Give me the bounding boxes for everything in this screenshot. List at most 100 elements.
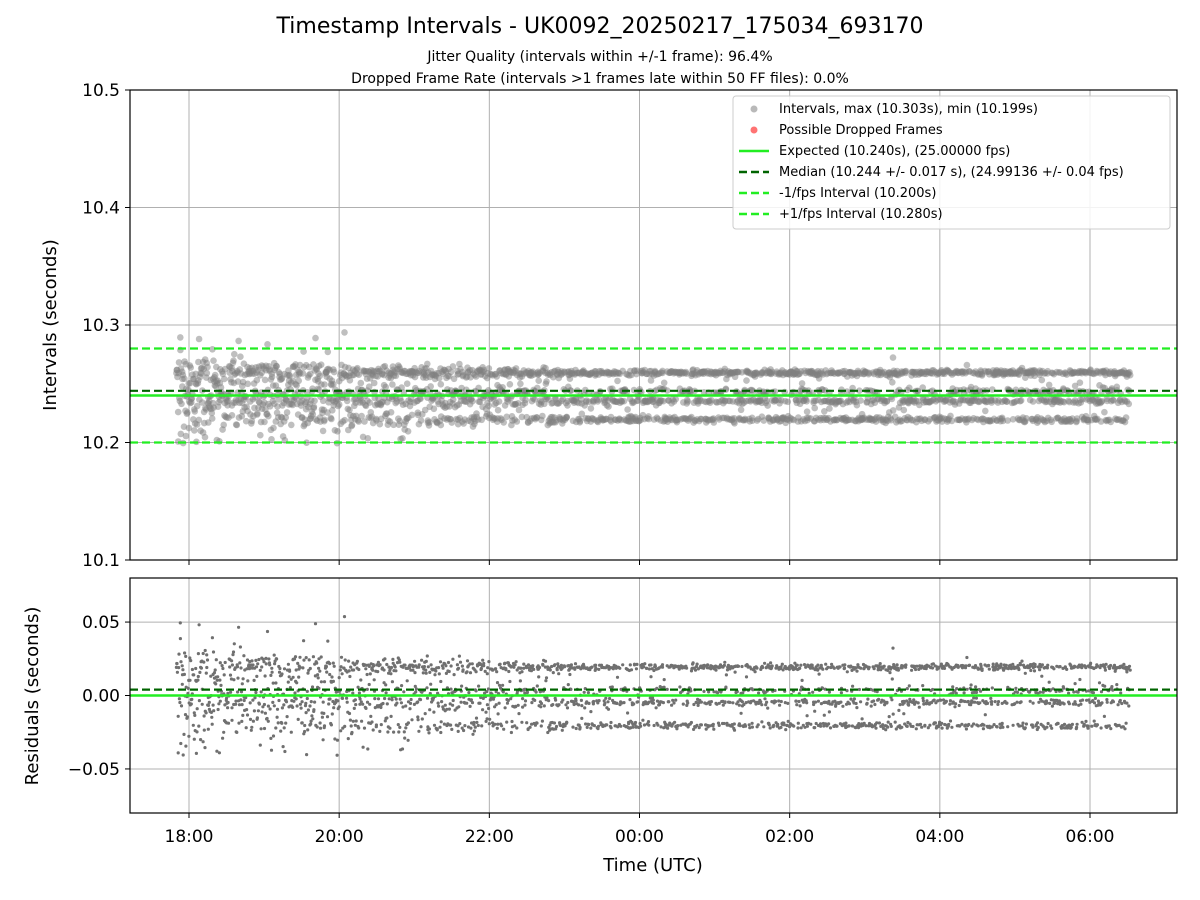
residual-point <box>916 701 920 705</box>
residual-point <box>318 726 323 730</box>
residual-point <box>585 725 589 730</box>
residual-point <box>776 722 780 727</box>
residual-point <box>469 698 473 702</box>
residual-point <box>832 666 836 670</box>
interval-point <box>234 378 242 385</box>
residual-point <box>552 721 557 725</box>
residual-point <box>852 697 857 701</box>
residual-point <box>468 671 473 675</box>
residual-point <box>192 737 196 741</box>
residual-point <box>178 637 182 641</box>
residual-point <box>517 712 521 716</box>
residual-point <box>425 696 430 700</box>
residual-point <box>539 705 543 709</box>
residual-point <box>1023 726 1027 730</box>
residual-point <box>548 668 552 672</box>
interval-point <box>1126 371 1134 379</box>
residual-point <box>813 709 817 713</box>
interval-point <box>587 405 595 412</box>
residual-point <box>565 706 570 710</box>
residual-point <box>500 724 504 728</box>
residual-point <box>250 659 254 663</box>
interval-point <box>578 410 586 418</box>
residual-point <box>218 661 222 665</box>
residual-point <box>940 721 944 725</box>
legend-plus-fps-label: +1/fps Interval (10.280s) <box>779 207 943 222</box>
residual-point <box>739 711 743 715</box>
residual-point <box>865 701 869 706</box>
residual-point <box>355 659 359 664</box>
residual-point <box>898 703 902 707</box>
residual-point <box>667 700 671 704</box>
residual-point <box>393 665 397 669</box>
residual-point <box>732 728 737 732</box>
residual-point <box>976 724 980 728</box>
interval-point <box>283 409 291 416</box>
residual-point <box>322 711 326 716</box>
residual-point <box>948 702 952 706</box>
residual-point <box>974 696 979 700</box>
residual-point <box>417 729 421 733</box>
residual-point <box>496 712 500 716</box>
residual-point <box>967 663 972 667</box>
residual-point <box>505 701 510 705</box>
residual-point <box>305 689 309 694</box>
residual-point <box>897 708 901 713</box>
residual-point <box>305 753 309 757</box>
residual-point <box>496 722 500 726</box>
residual-point <box>298 665 302 670</box>
residual-point <box>638 721 642 726</box>
interval-point <box>449 396 457 403</box>
residual-point <box>444 664 448 668</box>
residual-point <box>263 711 267 715</box>
residual-point <box>179 704 184 708</box>
residual-point <box>738 724 742 728</box>
residual-point <box>878 662 882 666</box>
residual-point <box>194 666 198 671</box>
interval-point <box>317 361 325 369</box>
residual-point <box>446 660 451 665</box>
residual-point <box>277 698 281 703</box>
residual-point <box>455 663 459 667</box>
residual-point <box>586 691 591 695</box>
residual-point <box>190 667 194 672</box>
residual-point <box>566 683 570 687</box>
residual-point <box>788 725 792 729</box>
residual-point <box>216 675 220 679</box>
residual-point <box>905 687 909 691</box>
residual-point <box>826 665 830 670</box>
residual-point <box>502 727 506 731</box>
interval-point <box>821 408 828 415</box>
interval-point <box>430 405 438 413</box>
residual-point <box>222 730 226 734</box>
residual-point <box>509 697 513 701</box>
residual-point <box>966 699 970 704</box>
residual-point <box>760 720 764 724</box>
residual-point <box>501 683 505 687</box>
residual-point <box>340 696 345 701</box>
residual-point <box>847 702 852 706</box>
residual-point <box>1006 725 1010 729</box>
residual-point <box>594 667 598 671</box>
residual-point <box>763 697 767 701</box>
interval-point <box>1029 398 1037 405</box>
residual-point <box>414 690 418 694</box>
residual-point <box>383 696 387 701</box>
interval-point <box>237 353 244 361</box>
residual-point <box>488 717 492 721</box>
residual-point <box>551 703 555 707</box>
residual-point <box>877 721 882 725</box>
interval-point <box>478 416 486 424</box>
residual-point <box>280 706 284 710</box>
residual-point <box>821 667 825 671</box>
interval-point <box>220 375 228 383</box>
residual-point <box>367 682 371 687</box>
residual-point <box>381 701 385 706</box>
residual-point <box>921 699 926 703</box>
interval-point <box>1101 408 1108 416</box>
residual-point <box>178 621 182 625</box>
residual-point <box>266 719 270 723</box>
residual-point <box>809 722 813 726</box>
residual-point <box>361 702 365 706</box>
